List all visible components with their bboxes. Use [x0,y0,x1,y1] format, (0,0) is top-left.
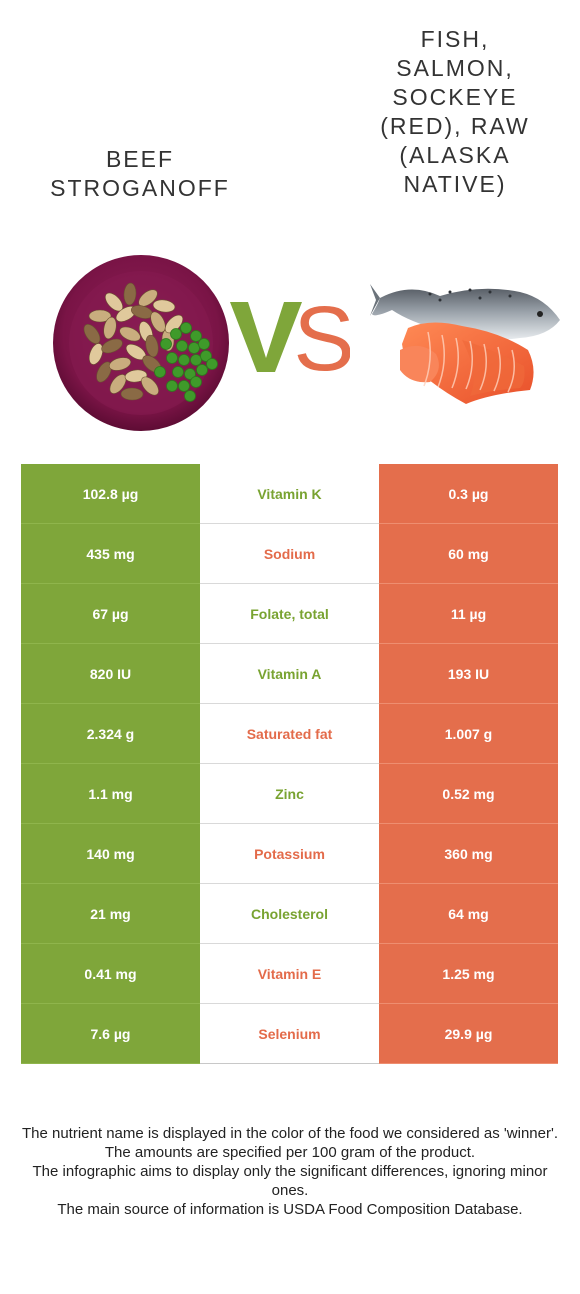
footnotes: The nutrient name is displayed in the co… [20,1124,560,1219]
table-row: 102.8 µg Vitamin K 0.3 µg [21,464,558,524]
footnote-line: The amounts are specified per 100 gram o… [104,1144,476,1161]
beef-stroganoff-image [53,255,229,431]
table-row: 7.6 µg Selenium 29.9 µg [21,1003,558,1064]
left-value: 435 mg [21,523,200,584]
left-value: 1.1 mg [21,763,200,824]
right-value: 29.9 µg [379,1003,558,1064]
nutrient-name: Vitamin E [200,943,379,1004]
nutrient-name: Saturated fat [200,703,379,764]
right-value: 0.3 µg [379,464,558,524]
right-value: 1.007 g [379,703,558,764]
nutrient-name: Zinc [200,763,379,824]
nutrient-comparison-table: 102.8 µg Vitamin K 0.3 µg 435 mg Sodium 60 mg… [21,464,558,1064]
right-value: 1.25 mg [379,943,558,1004]
table-row: 0.41 mg Vitamin E 1.25 mg [21,943,558,1004]
right-food-title: Fish, Salmon, Sockeye (red), raw (Alaska Nati… [380,26,530,197]
right-value: 11 µg [379,583,558,644]
vs-label: S [230,288,350,378]
left-value: 102.8 µg [21,464,200,524]
right-value: 64 mg [379,883,558,944]
nutrient-name: Vitamin K [200,464,379,524]
table-row: 2.324 g Saturated fat 1.007 g [21,703,558,764]
table-row: 21 mg Cholesterol 64 mg [21,883,558,944]
footnote-line: The infographic aims to display only the… [32,1163,548,1199]
right-value: 193 IU [379,643,558,704]
nutrient-name: Cholesterol [200,883,379,944]
salmon-image [370,284,560,404]
nutrient-name: Folate, total [200,583,379,644]
nutrient-name: Selenium [200,1003,379,1064]
table-row: 67 µg Folate, total 11 µg [21,583,558,644]
nutrient-name: Vitamin A [200,643,379,704]
svg-text:S: S [293,288,350,378]
table-row: 140 mg Potassium 360 mg [21,823,558,884]
left-value: 67 µg [21,583,200,644]
table-row: 1.1 mg Zinc 0.52 mg [21,763,558,824]
right-value: 60 mg [379,523,558,584]
left-value: 21 mg [21,883,200,944]
nutrient-name: Potassium [200,823,379,884]
left-value: 820 IU [21,643,200,704]
left-value: 0.41 mg [21,943,200,1004]
table-row: 820 IU Vitamin A 193 IU [21,643,558,704]
footnote-line: The main source of information is USDA F… [57,1201,523,1218]
left-value: 2.324 g [21,703,200,764]
right-value: 360 mg [379,823,558,884]
footnote-line: The nutrient name is displayed in the co… [21,1125,559,1142]
left-value: 140 mg [21,823,200,884]
table-row: 435 mg Sodium 60 mg [21,523,558,584]
nutrient-name: Sodium [200,523,379,584]
left-food-title: Beef Stroganoff [50,146,230,201]
right-value: 0.52 mg [379,763,558,824]
left-value: 7.6 µg [21,1003,200,1064]
